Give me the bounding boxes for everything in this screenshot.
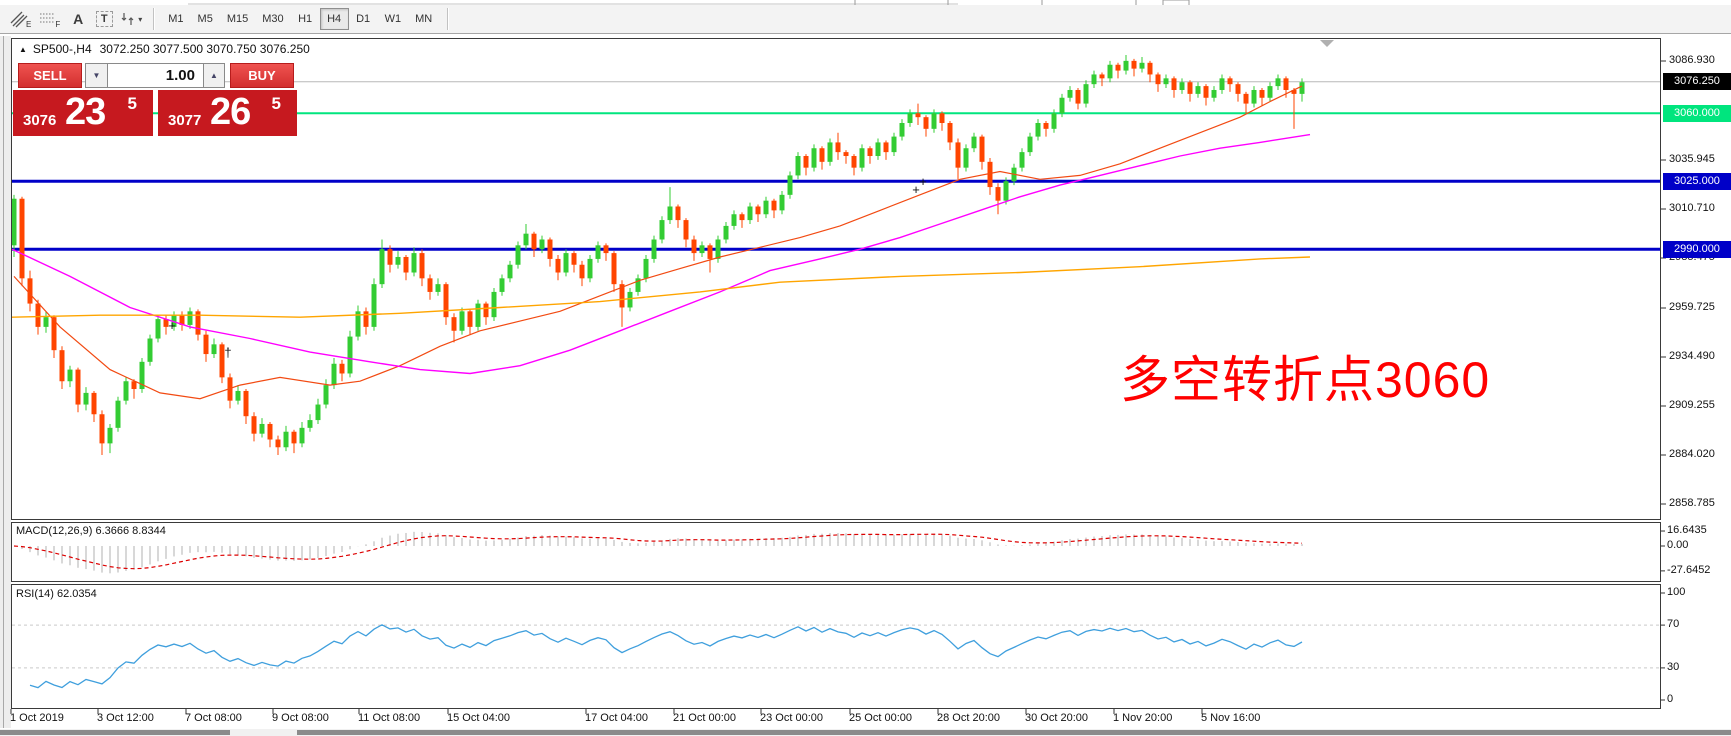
time-tick-label: 7 Oct 08:00 (185, 712, 242, 724)
timeframe-m1-button[interactable]: M1 (161, 8, 190, 30)
time-tick-label: 28 Oct 20:00 (937, 712, 1000, 724)
rsi-indicator-label: RSI(14) 62.0354 (16, 588, 97, 600)
grid-icon (40, 13, 56, 23)
sell-price-big: 23 (65, 91, 106, 133)
price-line-badge: 3025.000 (1663, 172, 1731, 190)
buy-price-small: 3077 (168, 112, 202, 129)
scrollbar-segment[interactable] (0, 730, 230, 735)
macd-indicator-label: MACD(12,26,9) 6.3666 8.8344 (16, 525, 166, 537)
macd-tick-label: 16.6435 (1667, 524, 1707, 537)
rsi-tick-label: 0 (1667, 693, 1674, 705)
time-tick-label: 15 Oct 04:00 (447, 712, 510, 724)
volume-input[interactable] (108, 63, 203, 88)
price-tick-label: 3010.710 (1669, 201, 1715, 214)
time-tick-label: 1 Oct 2019 (10, 712, 64, 724)
arrow-tools-button[interactable]: ▾ (117, 7, 145, 31)
toolbar: E F A T ▾ M1 M5 M15 M30 H1 H4 D1 W1 MN (0, 5, 1731, 34)
chart-header: ▲ SP500-,H4 3072.250 3077.500 3070.750 307… (19, 42, 310, 56)
price-tick-label: 2934.490 (1669, 349, 1715, 362)
left-gutter (0, 36, 11, 728)
timeframe-d1-button[interactable]: D1 (349, 8, 378, 30)
rsi-panel[interactable] (11, 584, 1661, 709)
time-tick-label: 17 Oct 04:00 (585, 712, 648, 724)
macd-tick-label: 0.00 (1667, 539, 1689, 551)
arrow-tools-icon (121, 13, 134, 25)
price-line-badge: 3060.000 (1663, 104, 1731, 122)
macd-tick-label: -27.6452 (1667, 563, 1711, 576)
rsi-tick-label: 70 (1667, 618, 1680, 631)
buy-price-tile[interactable]: 3077 26 5 (158, 90, 297, 136)
volume-down-button[interactable]: ▼ (85, 63, 108, 88)
timeframe-m15-button[interactable]: M15 (220, 8, 255, 30)
price-tick-label: 2884.020 (1669, 447, 1715, 460)
toolbar-separator (447, 8, 450, 30)
grid-icon-label: F (55, 19, 61, 29)
time-tick-label: 21 Oct 00:00 (673, 712, 736, 724)
rsi-tick-label: 30 (1667, 660, 1680, 673)
timeframe-m30-button[interactable]: M30 (255, 8, 290, 30)
time-tick-label: 1 Nov 20:00 (1113, 712, 1173, 724)
text-box-icon: T (95, 11, 113, 27)
buy-price-sup: 5 (271, 94, 281, 113)
text-label-icon: A (73, 11, 84, 27)
text-box-tool-button[interactable]: T (91, 7, 117, 31)
time-tick-label: 11 Oct 08:00 (358, 712, 421, 724)
ohlc-values: 3072.250 3077.500 3070.750 3076.250 (99, 42, 310, 56)
symbol-timeframe: SP500-,H4 (32, 42, 92, 56)
volume-up-button[interactable]: ▲ (203, 63, 225, 88)
price-tick-label: 2909.255 (1669, 398, 1715, 411)
text-label-tool-button[interactable]: A (65, 7, 91, 31)
timeframe-h4-button[interactable]: H4 (319, 8, 349, 30)
time-tick-label: 30 Oct 20:00 (1025, 712, 1088, 724)
timeframe-mn-button[interactable]: MN (408, 8, 439, 30)
sell-price-tile[interactable]: 3076 23 5 (13, 90, 153, 136)
price-tick-label: 3086.930 (1669, 54, 1715, 66)
pitchfork-icon-label: E (26, 19, 32, 29)
time-tick-label: 3 Oct 12:00 (97, 712, 154, 724)
sell-price-sup: 5 (127, 94, 137, 113)
buy-price-big: 26 (210, 91, 251, 133)
one-click-trading-panel: SELL ▼ ▲ BUY 3076 23 5 3077 26 5 (13, 63, 299, 136)
time-tick-label: 5 Nov 16:00 (1201, 712, 1261, 724)
price-line-badge: 3076.250 (1663, 73, 1731, 91)
grid-tool-button[interactable]: F (36, 7, 65, 31)
time-tick-label: 9 Oct 08:00 (272, 712, 329, 724)
collapse-arrow-icon[interactable]: ▲ (19, 45, 27, 54)
buy-button[interactable]: BUY (230, 63, 294, 88)
time-tick-label: 25 Oct 00:00 (849, 712, 912, 724)
sell-button[interactable]: SELL (18, 63, 82, 88)
scrollbar-segment[interactable] (297, 730, 1731, 735)
toolbar-separator (153, 8, 156, 30)
pitchfork-tool-button[interactable]: E (6, 7, 36, 31)
chart-annotation-text: 多空转折点3060 (1120, 352, 1491, 408)
rsi-tick-label: 100 (1667, 586, 1686, 598)
macd-panel[interactable] (11, 522, 1661, 582)
timeframe-m5-button[interactable]: M5 (191, 8, 220, 30)
sell-price-small: 3076 (23, 112, 57, 129)
chevron-down-icon: ▾ (138, 14, 143, 24)
price-tick-label: 2858.785 (1669, 496, 1715, 509)
pitchfork-icon (10, 11, 28, 28)
timeframe-w1-button[interactable]: W1 (378, 8, 409, 30)
price-line-badge: 2990.000 (1663, 240, 1731, 258)
horizontal-scrollbar[interactable] (0, 729, 1731, 736)
price-tick-label: 3035.945 (1669, 152, 1715, 165)
price-tick-label: 2959.725 (1669, 300, 1715, 313)
price-tick-label: 2985.475 (1669, 250, 1715, 263)
time-tick-label: 23 Oct 00:00 (760, 712, 823, 724)
timeframe-h1-button[interactable]: H1 (291, 8, 320, 30)
